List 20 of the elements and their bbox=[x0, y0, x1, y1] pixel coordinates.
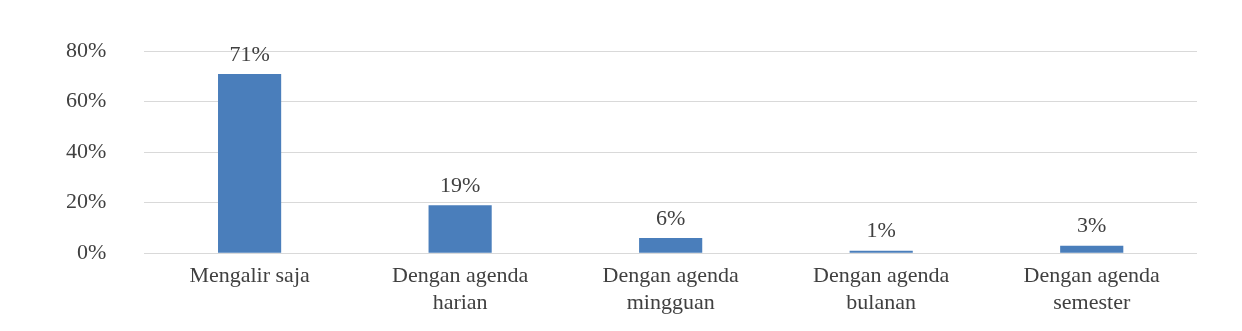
bar bbox=[218, 73, 282, 253]
data-label: 1% bbox=[866, 217, 896, 243]
bar bbox=[428, 205, 492, 253]
y-tick-label: 40% bbox=[66, 137, 107, 163]
y-tick-label: 60% bbox=[66, 87, 107, 113]
x-tick-label: Mengalir saja bbox=[189, 262, 310, 288]
bar bbox=[1060, 245, 1124, 253]
data-label: 3% bbox=[1077, 212, 1107, 238]
y-tick-label: 0% bbox=[77, 238, 107, 264]
y-tick-label: 80% bbox=[66, 36, 107, 62]
data-label: 19% bbox=[439, 172, 481, 198]
bar bbox=[849, 250, 913, 253]
x-tick-label: Dengan agenda mingguan bbox=[602, 262, 739, 314]
x-tick-label: Dengan agenda bulanan bbox=[813, 262, 950, 314]
bar bbox=[639, 238, 703, 253]
x-tick-label: Dengan agenda semester bbox=[1023, 262, 1161, 314]
data-label: 71% bbox=[229, 40, 270, 66]
y-tick-label: 20% bbox=[66, 188, 107, 214]
x-tick-label: Dengan agenda harian bbox=[392, 262, 529, 314]
data-label: 6% bbox=[656, 204, 686, 230]
